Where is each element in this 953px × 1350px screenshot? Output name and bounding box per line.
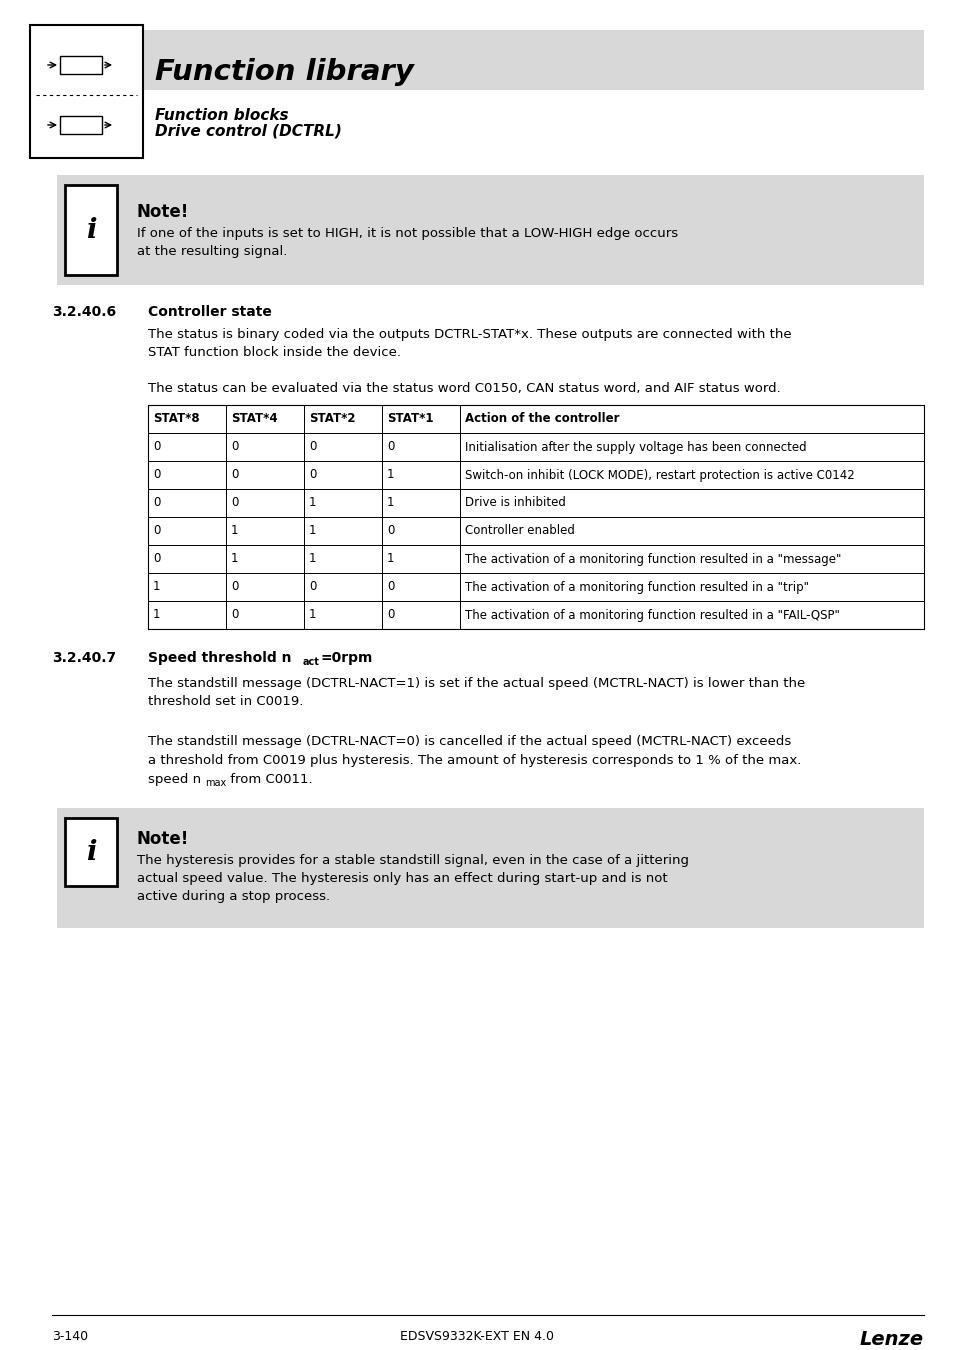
Text: 1: 1: [231, 552, 238, 566]
Text: The activation of a monitoring function resulted in a "message": The activation of a monitoring function …: [464, 552, 841, 566]
Bar: [57, 809, 923, 927]
Text: STAT*2: STAT*2: [309, 413, 355, 425]
Text: 0: 0: [231, 440, 238, 454]
Text: 3.2.40.6: 3.2.40.6: [52, 305, 116, 319]
Text: The standstill message (DCTRL-NACT=1) is set if the actual speed (MCTRL-NACT) is: The standstill message (DCTRL-NACT=1) is…: [148, 676, 804, 707]
Text: 1: 1: [152, 580, 160, 594]
Text: 0: 0: [152, 440, 160, 454]
Text: act: act: [303, 657, 319, 667]
Text: STAT*4: STAT*4: [231, 413, 277, 425]
Text: The activation of a monitoring function resulted in a "FAIL-QSP": The activation of a monitoring function …: [464, 609, 839, 621]
Text: 0: 0: [152, 468, 160, 482]
Text: 0: 0: [231, 580, 238, 594]
Text: Controller enabled: Controller enabled: [464, 525, 575, 537]
Text: 0: 0: [231, 609, 238, 621]
Bar: [30, 26, 143, 158]
Text: 0: 0: [387, 525, 394, 537]
Text: The hysteresis provides for a stable standstill signal, even in the case of a ji: The hysteresis provides for a stable sta…: [137, 855, 688, 903]
Text: max: max: [205, 778, 226, 788]
Bar: [65, 185, 117, 275]
Bar: [65, 818, 117, 886]
Text: 1: 1: [387, 497, 395, 509]
Text: 0: 0: [152, 497, 160, 509]
Text: 0: 0: [152, 552, 160, 566]
Text: Lenze: Lenze: [859, 1330, 923, 1349]
Text: Note!: Note!: [137, 830, 190, 848]
Text: Controller state: Controller state: [148, 305, 272, 319]
Text: 1: 1: [309, 552, 316, 566]
Text: 1: 1: [309, 497, 316, 509]
Text: STAT*1: STAT*1: [387, 413, 433, 425]
Bar: [148, 405, 923, 629]
Text: If one of the inputs is set to HIGH, it is not possible that a LOW-HIGH edge occ: If one of the inputs is set to HIGH, it …: [137, 227, 678, 258]
Text: 0: 0: [387, 609, 394, 621]
Text: Function blocks: Function blocks: [154, 108, 289, 123]
Text: 1: 1: [309, 525, 316, 537]
Text: The status is binary coded via the outputs DCTRL-STAT*x. These outputs are conne: The status is binary coded via the outpu…: [148, 328, 791, 359]
Text: i: i: [86, 216, 96, 243]
Text: 0: 0: [387, 440, 394, 454]
Text: Initialisation after the supply voltage has been connected: Initialisation after the supply voltage …: [464, 440, 806, 454]
Text: 1: 1: [231, 525, 238, 537]
Bar: [60, 116, 102, 134]
Text: from C0011.: from C0011.: [226, 774, 313, 786]
Text: STAT*8: STAT*8: [152, 413, 199, 425]
Text: 0: 0: [309, 580, 316, 594]
Text: Speed threshold n: Speed threshold n: [148, 651, 292, 666]
Text: speed n: speed n: [148, 774, 201, 786]
Text: The activation of a monitoring function resulted in a "trip": The activation of a monitoring function …: [464, 580, 808, 594]
Text: 1: 1: [152, 609, 160, 621]
Text: 0: 0: [152, 525, 160, 537]
Text: 3-140: 3-140: [52, 1330, 88, 1343]
Text: 0: 0: [309, 440, 316, 454]
Text: =0rpm: =0rpm: [320, 651, 373, 666]
Text: Switch-on inhibit (LOCK MODE), restart protection is active C0142: Switch-on inhibit (LOCK MODE), restart p…: [464, 468, 854, 482]
Text: 0: 0: [231, 468, 238, 482]
Text: The standstill message (DCTRL-NACT=0) is cancelled if the actual speed (MCTRL-NA: The standstill message (DCTRL-NACT=0) is…: [148, 734, 790, 748]
Text: 0: 0: [387, 580, 394, 594]
Text: Drive control (DCTRL): Drive control (DCTRL): [154, 124, 341, 139]
Text: 1: 1: [309, 609, 316, 621]
Bar: [60, 55, 102, 74]
Text: i: i: [86, 838, 96, 865]
Text: The status can be evaluated via the status word C0150, CAN status word, and AIF : The status can be evaluated via the stat…: [148, 382, 780, 396]
Text: 0: 0: [309, 468, 316, 482]
Text: a threshold from C0019 plus hysteresis. The amount of hysteresis corresponds to : a threshold from C0019 plus hysteresis. …: [148, 755, 801, 767]
Text: 0: 0: [231, 497, 238, 509]
Text: 3.2.40.7: 3.2.40.7: [52, 651, 116, 666]
Text: EDSVS9332K-EXT EN 4.0: EDSVS9332K-EXT EN 4.0: [399, 1330, 554, 1343]
Text: Function library: Function library: [154, 58, 414, 86]
Bar: [52, 30, 923, 90]
Text: Drive is inhibited: Drive is inhibited: [464, 497, 565, 509]
Bar: [57, 176, 923, 285]
Text: 1: 1: [387, 552, 395, 566]
Text: Action of the controller: Action of the controller: [464, 413, 618, 425]
Text: Note!: Note!: [137, 202, 190, 221]
Text: 1: 1: [387, 468, 395, 482]
